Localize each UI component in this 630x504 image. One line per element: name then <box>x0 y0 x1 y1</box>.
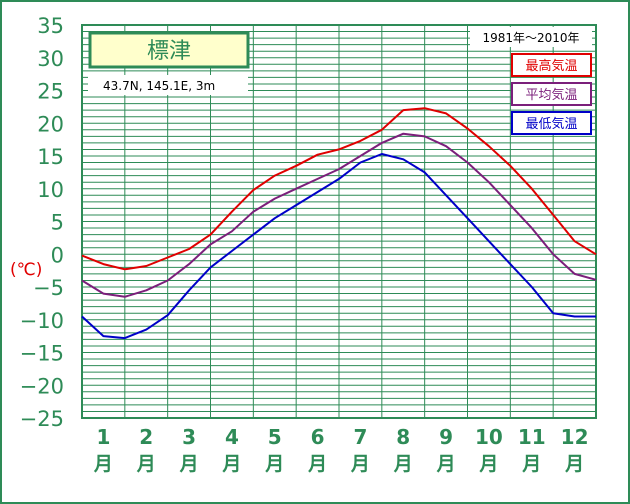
x-tick-suffix: 月 <box>221 453 241 475</box>
y-tick-label: −15 <box>20 342 64 366</box>
y-tick-label: −20 <box>20 374 64 398</box>
x-tick-label: 1 <box>96 425 110 449</box>
x-tick-label: 5 <box>268 425 282 449</box>
y-tick-label: 10 <box>37 178 64 202</box>
unit-label: (℃) <box>10 260 42 280</box>
y-tick-label: 35 <box>37 14 64 38</box>
y-tick-label: 25 <box>37 80 64 104</box>
legend-box <box>511 53 592 77</box>
x-tick-suffix: 月 <box>521 453 541 475</box>
x-tick-suffix: 月 <box>307 453 327 475</box>
x-tick-suffix: 月 <box>436 453 456 475</box>
x-tick-label: 6 <box>311 425 325 449</box>
y-tick-label: −5 <box>33 276 64 300</box>
legend-label: 最低気温 <box>525 116 577 132</box>
x-tick-suffix: 月 <box>136 453 156 475</box>
x-tick-label: 3 <box>182 425 196 449</box>
series-line <box>81 132 597 298</box>
y-tick-label: 0 <box>51 243 64 267</box>
y-tick-label: −10 <box>20 309 64 333</box>
series-line <box>81 153 596 340</box>
x-tick-label: 2 <box>139 425 153 449</box>
y-tick-label: −25 <box>20 407 64 431</box>
x-tick-label: 10 <box>475 425 503 449</box>
x-tick-labels: 1 月 2 月 3 月 4 月 5 月 6 月 7 月 8 月 9 月 10 月 11 月 12 月 <box>93 425 589 475</box>
coords-box <box>88 75 248 95</box>
legend-box <box>511 111 592 135</box>
x-tick-suffix: 月 <box>478 453 498 475</box>
legend-box <box>511 82 592 106</box>
station-name: 標津 <box>147 39 191 64</box>
x-tick-label: 9 <box>439 425 453 449</box>
x-tick-suffix: 月 <box>264 453 284 475</box>
x-tick-label: 12 <box>561 425 589 449</box>
series-line <box>81 107 597 271</box>
x-tick-label: 7 <box>353 425 367 449</box>
y-tick-label: 15 <box>37 145 64 169</box>
x-tick-suffix: 月 <box>564 453 584 475</box>
station-box <box>88 31 250 69</box>
y-tick-label: 30 <box>37 47 64 71</box>
y-tick-label: 5 <box>51 211 64 235</box>
x-tick-label: 4 <box>225 425 239 449</box>
period-label: 1981年～2010年 <box>482 31 579 45</box>
x-tick-suffix: 月 <box>350 453 370 475</box>
plot-frame <box>81 24 597 419</box>
x-tick-suffix: 月 <box>179 453 199 475</box>
y-tick-labels: 35 30 25 20 15 10 5 0 −5 −10 −15 −20 −25 <box>20 14 64 431</box>
legend-label: 最高気温 <box>525 58 577 74</box>
x-tick-label: 11 <box>518 425 546 449</box>
station-coords: 43.7N, 145.1E, 3m <box>103 79 215 93</box>
x-tick-suffix: 月 <box>93 453 113 475</box>
x-tick-suffix: 月 <box>393 453 413 475</box>
legend-label: 平均気温 <box>525 87 577 103</box>
period-box <box>470 27 592 47</box>
series-lines <box>81 107 597 340</box>
x-tick-label: 8 <box>396 425 410 449</box>
y-tick-label: 20 <box>37 112 64 136</box>
